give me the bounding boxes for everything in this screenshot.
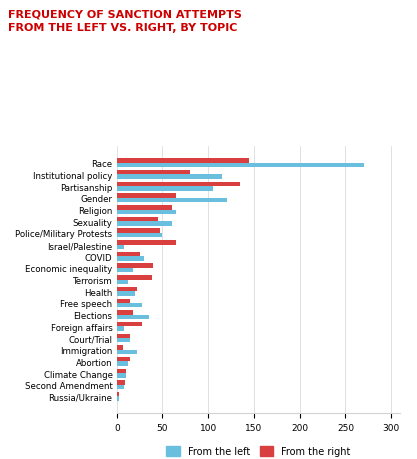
Bar: [117, 171, 190, 175]
Bar: [117, 175, 222, 179]
Bar: [117, 182, 240, 187]
Bar: [117, 303, 142, 308]
Bar: [117, 187, 213, 191]
Bar: [117, 217, 158, 222]
Bar: [117, 338, 131, 343]
Bar: [117, 245, 124, 249]
Bar: [117, 334, 131, 338]
Bar: [117, 397, 118, 401]
Bar: [117, 392, 118, 397]
Bar: [117, 269, 133, 273]
Bar: [117, 264, 153, 269]
Bar: [117, 350, 137, 354]
Bar: [117, 357, 130, 362]
Bar: [117, 206, 172, 210]
Bar: [117, 241, 176, 245]
Bar: [117, 257, 144, 261]
Bar: [117, 299, 131, 303]
Bar: [117, 322, 142, 327]
Bar: [117, 198, 226, 203]
Bar: [117, 315, 149, 319]
Bar: [117, 233, 163, 238]
Bar: [117, 280, 128, 285]
Bar: [117, 210, 176, 214]
Bar: [117, 275, 151, 280]
Bar: [117, 311, 133, 315]
Bar: [117, 291, 135, 296]
Bar: [117, 194, 176, 198]
Bar: [117, 163, 364, 168]
Text: FREQUENCY OF SANCTION ATTEMPTS
FROM THE LEFT VS. RIGHT, BY TOPIC: FREQUENCY OF SANCTION ATTEMPTS FROM THE …: [8, 9, 242, 33]
Bar: [117, 346, 123, 350]
Legend: From the left, From the right: From the left, From the right: [163, 442, 354, 459]
Bar: [117, 159, 249, 163]
Bar: [117, 385, 124, 389]
Bar: [117, 373, 126, 378]
Bar: [117, 222, 172, 226]
Bar: [117, 252, 140, 257]
Bar: [117, 287, 137, 291]
Bar: [117, 381, 125, 385]
Bar: [117, 362, 128, 366]
Bar: [117, 327, 124, 331]
Bar: [117, 369, 126, 373]
Bar: [117, 229, 160, 233]
